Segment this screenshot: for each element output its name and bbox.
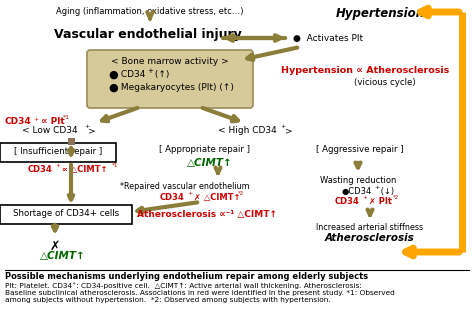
Text: Hypertension: Hypertension bbox=[336, 7, 425, 20]
Text: [ Appropriate repair ]: [ Appropriate repair ] bbox=[159, 145, 250, 154]
Text: *2: *2 bbox=[238, 191, 244, 196]
Text: (vicious cycle): (vicious cycle) bbox=[354, 78, 416, 87]
Text: ∝ △CIMT↑: ∝ △CIMT↑ bbox=[59, 165, 108, 174]
FancyBboxPatch shape bbox=[87, 50, 253, 108]
Text: < Low CD34: < Low CD34 bbox=[22, 126, 78, 135]
Text: +: + bbox=[55, 163, 60, 168]
Text: [ Aggressive repair ]: [ Aggressive repair ] bbox=[316, 145, 404, 154]
Text: ∝ Plt: ∝ Plt bbox=[38, 117, 65, 126]
Text: CD34: CD34 bbox=[160, 193, 185, 202]
Text: (↓): (↓) bbox=[378, 187, 394, 196]
FancyBboxPatch shape bbox=[0, 205, 132, 224]
Text: Aging (inflammation, oxidative stress, etc…): Aging (inflammation, oxidative stress, e… bbox=[56, 7, 244, 16]
Text: +: + bbox=[187, 191, 192, 196]
FancyBboxPatch shape bbox=[68, 138, 74, 144]
Text: Atherosclerosis ∝⁻¹ △CIMT↑: Atherosclerosis ∝⁻¹ △CIMT↑ bbox=[137, 210, 277, 219]
Text: ✗ Plt: ✗ Plt bbox=[366, 197, 392, 206]
Text: < High CD34: < High CD34 bbox=[218, 126, 277, 135]
Text: < Bone marrow activity >: < Bone marrow activity > bbox=[111, 57, 229, 66]
Text: △CIMT↑: △CIMT↑ bbox=[40, 251, 86, 261]
Text: +: + bbox=[33, 117, 38, 122]
Text: Shortage of CD34+ cells: Shortage of CD34+ cells bbox=[13, 209, 119, 218]
Text: +: + bbox=[84, 124, 89, 129]
Text: ✗ △CIMT↑: ✗ △CIMT↑ bbox=[191, 193, 240, 202]
Text: *1: *1 bbox=[112, 163, 118, 168]
Text: Wasting reduction: Wasting reduction bbox=[320, 176, 396, 185]
Text: >: > bbox=[88, 126, 96, 135]
Text: CD34: CD34 bbox=[5, 117, 32, 126]
Text: CD34: CD34 bbox=[118, 70, 146, 79]
Text: *2: *2 bbox=[393, 195, 399, 200]
Text: ●: ● bbox=[108, 70, 118, 80]
Text: ✗: ✗ bbox=[50, 240, 61, 253]
Text: Megakaryocytes (Plt) (↑): Megakaryocytes (Plt) (↑) bbox=[118, 83, 234, 92]
Text: (↑): (↑) bbox=[152, 70, 169, 79]
Text: +: + bbox=[362, 195, 367, 200]
Text: Hypertension ∝ Atherosclerosis: Hypertension ∝ Atherosclerosis bbox=[281, 66, 449, 75]
Text: Increased arterial stiffness: Increased arterial stiffness bbox=[317, 223, 424, 232]
Text: ●CD34: ●CD34 bbox=[342, 187, 372, 196]
Text: Atherosclerosis: Atherosclerosis bbox=[325, 233, 415, 243]
Text: △CIMT↑: △CIMT↑ bbox=[187, 158, 233, 168]
Text: CD34: CD34 bbox=[335, 197, 360, 206]
Text: CD34: CD34 bbox=[28, 165, 53, 174]
Text: Vascular endothelial injury: Vascular endothelial injury bbox=[54, 28, 242, 41]
Text: +: + bbox=[280, 124, 285, 129]
Text: +: + bbox=[147, 68, 153, 74]
Text: >: > bbox=[285, 126, 292, 135]
Text: *Repaired vascular endothelium: *Repaired vascular endothelium bbox=[120, 182, 250, 191]
Text: Plt: Platelet. CD34⁺: CD34-positive cell.  △CIMT↑: Active arterial wall thickeni: Plt: Platelet. CD34⁺: CD34-positive cell… bbox=[5, 282, 395, 303]
Text: Possible mechanisms underlying endothelium repair among elderly subjects: Possible mechanisms underlying endotheli… bbox=[5, 272, 368, 281]
Text: ●: ● bbox=[108, 83, 118, 93]
Text: ●  Activates Plt: ● Activates Plt bbox=[293, 34, 363, 42]
Text: +: + bbox=[374, 185, 379, 190]
FancyBboxPatch shape bbox=[0, 143, 116, 162]
Text: [ Insufficient repair ]: [ Insufficient repair ] bbox=[14, 147, 102, 156]
Text: *1: *1 bbox=[63, 115, 70, 120]
FancyBboxPatch shape bbox=[68, 138, 75, 145]
